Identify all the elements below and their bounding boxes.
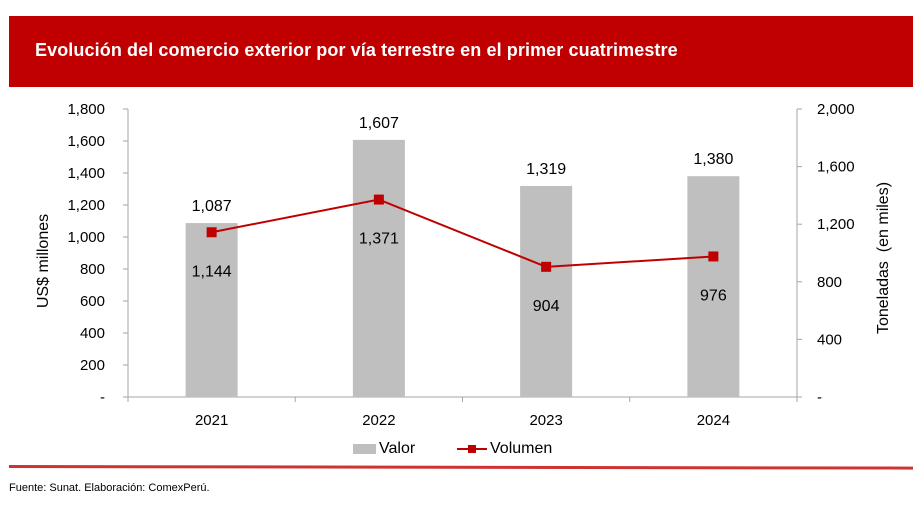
- left-axis-title: US$ millones: [35, 214, 52, 308]
- right-axis-tick-label: 2,000: [817, 101, 855, 118]
- title-banner: Evolución del comercio exterior por vía …: [9, 16, 913, 87]
- data-label-volumen-2022: 1,371: [359, 231, 399, 248]
- legend: Valor Volumen: [0, 440, 920, 462]
- left-axis-tick-label: 1,200: [67, 197, 105, 214]
- left-axis-tick-label: 800: [80, 261, 105, 278]
- marker-volumen-2022: [373, 194, 384, 205]
- chart-title: Evolución del comercio exterior por vía …: [35, 40, 678, 60]
- left-axis-tick-label: 600: [80, 293, 105, 310]
- bar-valor-2024: [687, 176, 740, 397]
- x-axis-tick-label: 2021: [195, 412, 228, 429]
- right-axis-tick-label: 1,200: [817, 216, 855, 233]
- data-labels: 1,087 1,607 1,319 1,380 1,144 1,371 904 976: [192, 115, 734, 315]
- left-axis-tick-label: 200: [80, 357, 105, 374]
- data-label-valor-2022: 1,607: [359, 115, 399, 132]
- divider-line: [8, 465, 914, 470]
- legend-line-marker-swatch: [457, 444, 487, 454]
- x-axis-tick-label: 2022: [362, 412, 395, 429]
- bars: [185, 139, 740, 397]
- right-axis-title: Toneladas (en miles): [875, 182, 892, 334]
- right-axis-tick-label: 400: [817, 331, 842, 348]
- left-axis-tick-label: 1,800: [67, 101, 105, 118]
- volume-line: [206, 194, 719, 272]
- legend-label: Valor: [379, 440, 416, 457]
- data-label-valor-2021: 1,087: [192, 198, 232, 215]
- data-label-volumen-2021: 1,144: [192, 263, 232, 280]
- left-axis-tick-label: 1,000: [67, 229, 105, 246]
- left-axis-tick-label: 1,600: [67, 133, 105, 150]
- axes: - 200 400 600 800 1,000 1,200 1,400 1,600 1,800 - 4…: [35, 101, 892, 429]
- data-label-volumen-2024: 976: [700, 287, 727, 304]
- bar-valor-2021: [185, 223, 238, 397]
- left-axis-tick-label: 1,400: [67, 165, 105, 182]
- right-axis-tick-label: 1,600: [817, 159, 855, 176]
- legend-bar-swatch: [353, 444, 376, 454]
- source-note: Fuente: Sunat. Elaboración: ComexPerú.: [9, 482, 210, 494]
- marker-volumen-2023: [541, 261, 552, 272]
- marker-volumen-2024: [708, 251, 719, 262]
- right-axis-tick-label: -: [817, 389, 822, 406]
- data-label-valor-2024: 1,380: [693, 151, 733, 168]
- data-label-valor-2023: 1,319: [526, 161, 566, 178]
- left-axis-tick-label: 400: [80, 325, 105, 342]
- legend-label: Volumen: [490, 440, 553, 457]
- bar-valor-2022: [352, 139, 405, 397]
- bar-valor-2023: [520, 185, 573, 397]
- data-label-volumen-2023: 904: [533, 298, 560, 315]
- marker-volumen-2021: [206, 227, 217, 238]
- right-axis-tick-label: 800: [817, 274, 842, 291]
- volumen-line-path: [211, 198, 714, 268]
- legend-item-valor: Valor: [353, 440, 415, 458]
- legend-item-volumen: Volumen: [457, 440, 552, 458]
- chart: - 200 400 600 800 1,000 1,200 1,400 1,600 1,800 - 4…: [35, 101, 892, 429]
- x-axis-tick-label: 2023: [529, 412, 562, 429]
- x-axis-tick-label: 2024: [697, 412, 730, 429]
- left-axis-tick-label: -: [100, 389, 105, 406]
